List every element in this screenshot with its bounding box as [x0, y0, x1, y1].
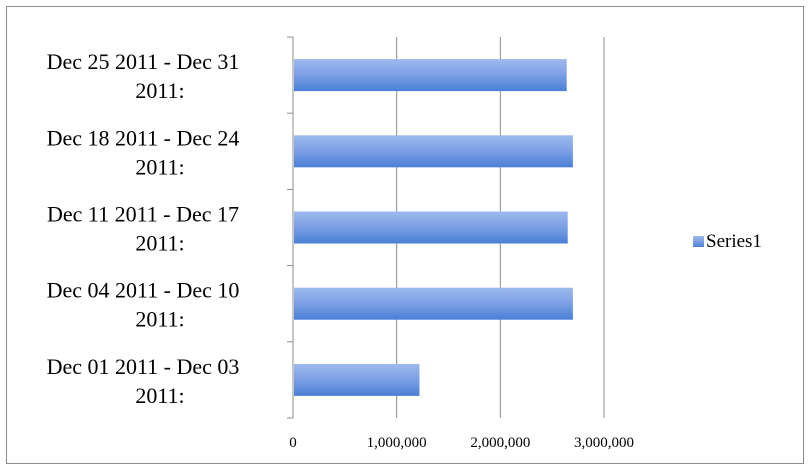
category-label-line1: Dec 04 2011 - Dec 10: [47, 278, 240, 303]
category-label-line1: Dec 11 2011 - Dec 17: [47, 202, 239, 227]
bar: [294, 287, 573, 320]
x-tick-label: 3,000,000: [574, 435, 634, 451]
bars: [294, 59, 573, 396]
bar: [294, 135, 573, 168]
legend-swatch-series1: [693, 236, 704, 247]
axes: [287, 36, 294, 419]
category-label-line2: 2011:: [135, 307, 184, 332]
category-label-line1: Dec 25 2011 - Dec 31: [47, 49, 240, 74]
category-label-line1: Dec 18 2011 - Dec 24: [47, 125, 240, 150]
x-tick-labels: 0 1,000,000 2,000,000 3,000,000: [289, 435, 634, 451]
category-labels: Dec 01 2011 - Dec 03 2011: Dec 04 2011 - D…: [47, 49, 240, 408]
bar: [294, 211, 568, 244]
x-tick-label: 0: [289, 435, 297, 451]
category-label-line2: 2011:: [135, 231, 184, 256]
bar: [294, 59, 567, 92]
legend: Series1: [693, 231, 762, 252]
x-tick-label: 2,000,000: [470, 435, 530, 451]
x-tick-label: 1,000,000: [367, 435, 427, 451]
category-label-line2: 2011:: [135, 383, 184, 408]
category-label-line2: 2011:: [135, 78, 184, 103]
bar: [294, 363, 420, 396]
legend-label-series1: Series1: [706, 231, 762, 252]
category-label-line1: Dec 01 2011 - Dec 03: [47, 354, 240, 379]
category-label-line2: 2011:: [135, 154, 184, 179]
